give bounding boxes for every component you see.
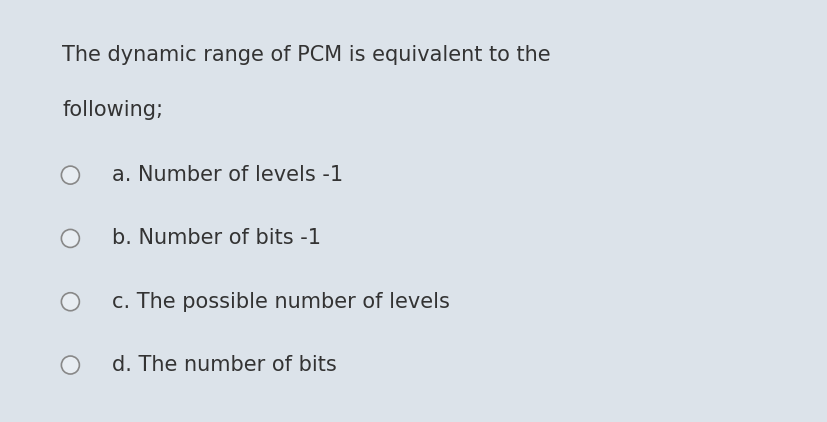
Text: a. Number of levels ‑1: a. Number of levels ‑1	[112, 165, 342, 185]
Text: The dynamic range of PCM is equivalent to the: The dynamic range of PCM is equivalent t…	[62, 45, 550, 65]
Ellipse shape	[61, 230, 79, 247]
Text: b. Number of bits ‑1: b. Number of bits ‑1	[112, 228, 320, 249]
Text: following;: following;	[62, 100, 163, 120]
Text: d. The number of bits: d. The number of bits	[112, 355, 336, 375]
Text: c. The possible number of levels: c. The possible number of levels	[112, 292, 449, 312]
Ellipse shape	[61, 166, 79, 184]
Ellipse shape	[61, 356, 79, 374]
Ellipse shape	[61, 293, 79, 311]
